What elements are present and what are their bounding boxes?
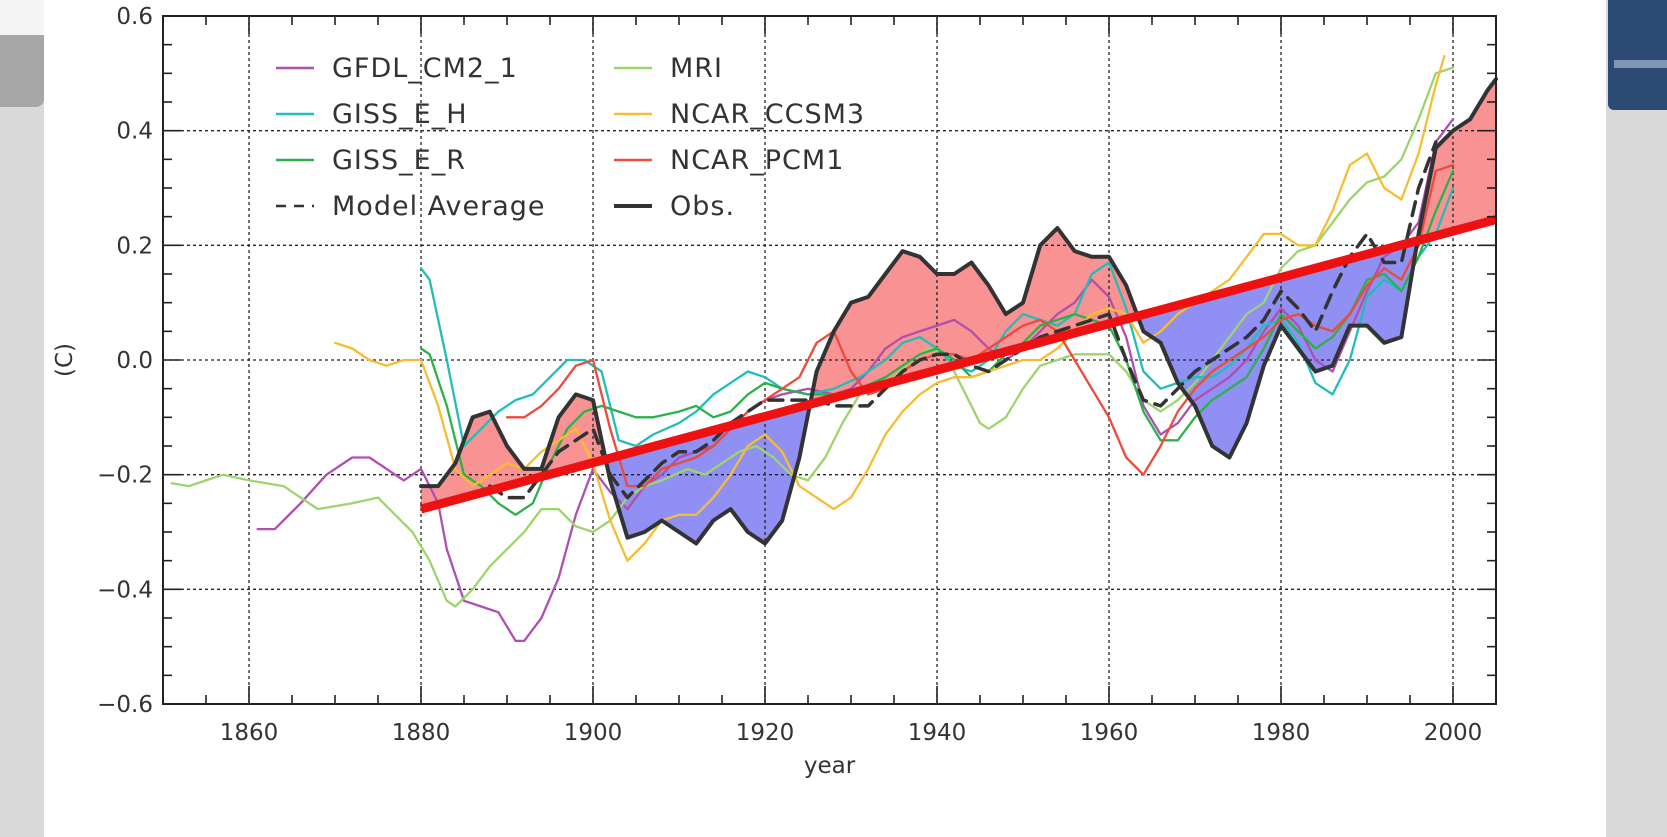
y-tick-label: −0.6	[97, 692, 153, 718]
legend-label: GISS_E_H	[332, 99, 468, 130]
grid-lines	[163, 16, 1496, 704]
y-tick-label: 0.6	[116, 4, 153, 30]
series-line-obs-	[419, 77, 1498, 546]
legend-label: NCAR_CCSM3	[670, 99, 865, 130]
x-tick-label: 1880	[392, 720, 451, 746]
x-tick-label: 2000	[1424, 720, 1483, 746]
x-tick-label: 1980	[1252, 720, 1311, 746]
legend-label: NCAR_PCM1	[670, 145, 844, 176]
tick-labels: 1860 1880 1900 1920 1940 1960 1980 2000 −0.6 −0.4…	[97, 4, 1482, 746]
x-tick-label: 1960	[1080, 720, 1139, 746]
series-line-mri	[170, 66, 1455, 608]
y-axis-title: (C)	[52, 343, 78, 377]
x-tick-label: 1920	[736, 720, 795, 746]
x-tick-label: 1900	[564, 720, 623, 746]
background-window-right-bar	[1614, 60, 1667, 68]
legend-label: GFDL_CM2_1	[332, 53, 518, 84]
x-tick-label: 1940	[908, 720, 967, 746]
y-tick-label: −0.2	[97, 463, 153, 489]
legend-label: MRI	[670, 53, 723, 84]
x-axis-title: year	[804, 753, 856, 779]
deviation-fills	[421, 79, 1496, 544]
background-window-strip-left	[0, 35, 44, 107]
series-line-giss-e-r	[419, 169, 1455, 516]
x-tick-label: 1860	[220, 720, 279, 746]
trend-line-group	[419, 215, 1498, 514]
axis-ticks	[162, 15, 1497, 705]
y-tick-label: 0.2	[116, 233, 153, 259]
legend-label: Obs.	[670, 191, 735, 222]
legend-label: Model Average	[332, 191, 546, 222]
y-tick-label: −0.4	[97, 577, 153, 603]
y-tick-label: 0.0	[116, 348, 153, 374]
trend-line	[419, 215, 1498, 514]
background-window-right	[1608, 0, 1667, 110]
legend-label: GISS_E_R	[332, 145, 466, 176]
legend: GFDL_CM2_1 MRI GISS_E_H NCAR_CCSM3 GISS_E_R N…	[276, 53, 865, 222]
chart-panel	[44, 0, 1606, 837]
y-tick-label: 0.4	[116, 119, 153, 145]
